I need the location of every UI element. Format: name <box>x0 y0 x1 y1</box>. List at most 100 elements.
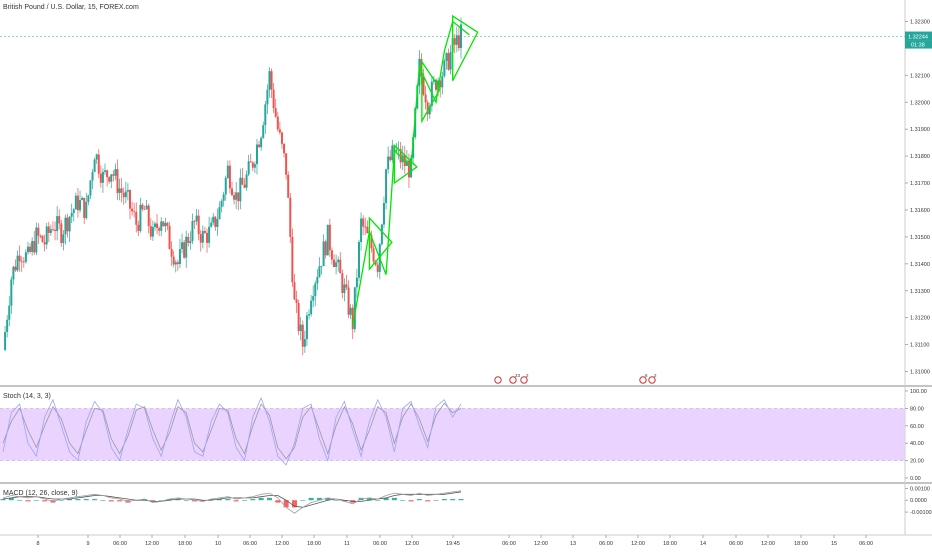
candle-body <box>195 215 198 222</box>
macd-histogram-bar <box>408 500 414 502</box>
time-tick-label: 12:00 <box>761 541 775 547</box>
macd-histogram-bar <box>458 499 464 501</box>
stoch-tick-label: 40.00 <box>910 441 924 447</box>
candle-body <box>310 300 313 315</box>
candle-body <box>47 226 50 233</box>
candle-body <box>251 162 254 168</box>
candle-body <box>362 218 365 227</box>
chart-title: British Pound / U.S. Dollar, 15, FOREX.c… <box>3 4 139 11</box>
candle-body <box>170 248 173 257</box>
macd-line <box>2 490 462 514</box>
pattern-triangle <box>393 143 418 185</box>
price-tick-label: 1.32300 <box>910 19 930 25</box>
candle-body <box>128 190 131 209</box>
macd-histogram-bar <box>100 500 106 501</box>
event-marker-icon[interactable] <box>494 376 502 384</box>
candle-body <box>291 236 294 283</box>
event-marker-icon[interactable] <box>648 376 656 384</box>
candle-body <box>172 256 175 265</box>
macd-histogram-bar <box>58 500 64 501</box>
candle-body <box>333 259 336 267</box>
candle-body <box>455 35 458 45</box>
macd-histogram-bar <box>258 497 264 501</box>
candle-body <box>85 201 88 219</box>
candle-body <box>201 230 204 243</box>
pattern-triangle <box>452 14 479 82</box>
candle-body <box>391 145 394 161</box>
time-tick-label: 9 <box>86 541 89 547</box>
price-tick-label: 1.31400 <box>910 262 930 268</box>
candle-body <box>149 226 152 237</box>
candle-body <box>18 255 21 262</box>
candle-body <box>301 324 304 347</box>
candle-body <box>120 188 123 193</box>
macd-histogram-bar <box>225 499 231 501</box>
macd-histogram-bar <box>250 499 256 501</box>
candle-body <box>178 249 181 265</box>
candle-body <box>176 262 179 265</box>
candle-body <box>220 200 223 208</box>
candle-body <box>372 248 375 262</box>
candle-body <box>131 208 134 212</box>
candle-body <box>253 164 256 168</box>
candle-body <box>374 261 377 265</box>
candle-body <box>95 154 98 160</box>
candle-body <box>347 287 350 315</box>
candle-body <box>268 71 271 90</box>
candle-body <box>360 218 363 243</box>
candle-body <box>181 242 184 250</box>
candle-body <box>366 226 369 234</box>
macd-histogram-bar <box>192 500 198 502</box>
candle-body <box>339 259 342 274</box>
candle-body <box>185 236 188 258</box>
time-tick-label: 11 <box>344 541 350 547</box>
macd-histogram-bar <box>383 497 389 501</box>
candle-body <box>345 284 348 288</box>
candle-body <box>241 177 244 185</box>
candle-body <box>274 108 277 117</box>
time-tick-label: 8 <box>36 541 39 547</box>
candle-body <box>214 216 217 227</box>
candle-body <box>133 211 136 213</box>
time-tick-label: 18:00 <box>663 541 677 547</box>
candle-body <box>308 314 311 316</box>
macd-histogram-bar <box>291 500 297 508</box>
candle-body <box>351 307 354 330</box>
candle-body <box>22 261 25 263</box>
candle-body <box>79 200 82 211</box>
event-marker-icon[interactable] <box>520 376 528 384</box>
price-tick-label: 1.31900 <box>910 127 930 133</box>
time-tick-label: 13 <box>570 541 576 547</box>
candle-body <box>272 89 275 109</box>
candle-body <box>116 169 119 193</box>
candle-body <box>435 79 438 90</box>
candle-body <box>447 53 450 70</box>
macd-histogram-bar <box>366 497 372 501</box>
macd-histogram-bar <box>92 499 98 501</box>
macd-tick-label: 0.0000 <box>910 498 927 504</box>
candle-body <box>189 241 192 243</box>
macd-histogram-bar <box>391 497 397 501</box>
event-marker-icon[interactable] <box>639 376 647 384</box>
countdown-badge <box>905 40 932 49</box>
candle-body <box>228 165 231 189</box>
candle-body <box>99 173 102 183</box>
candle-body <box>260 137 263 148</box>
time-tick-label: 06:00 <box>599 541 613 547</box>
candle-body <box>278 129 281 133</box>
candle-body <box>43 242 46 245</box>
time-tick-label: 18:00 <box>794 541 808 547</box>
candle-body <box>239 177 242 202</box>
candle-body <box>235 192 238 200</box>
macd-histogram-bar <box>208 499 214 501</box>
candle-body <box>68 216 71 232</box>
candle-body <box>407 160 410 178</box>
time-tick-label: 15 <box>831 541 837 547</box>
candle-body <box>191 221 194 242</box>
candle-body <box>266 89 269 105</box>
event-marker-icon[interactable] <box>509 376 517 384</box>
candle-body <box>49 229 52 233</box>
macd-histogram-bar <box>425 500 431 502</box>
